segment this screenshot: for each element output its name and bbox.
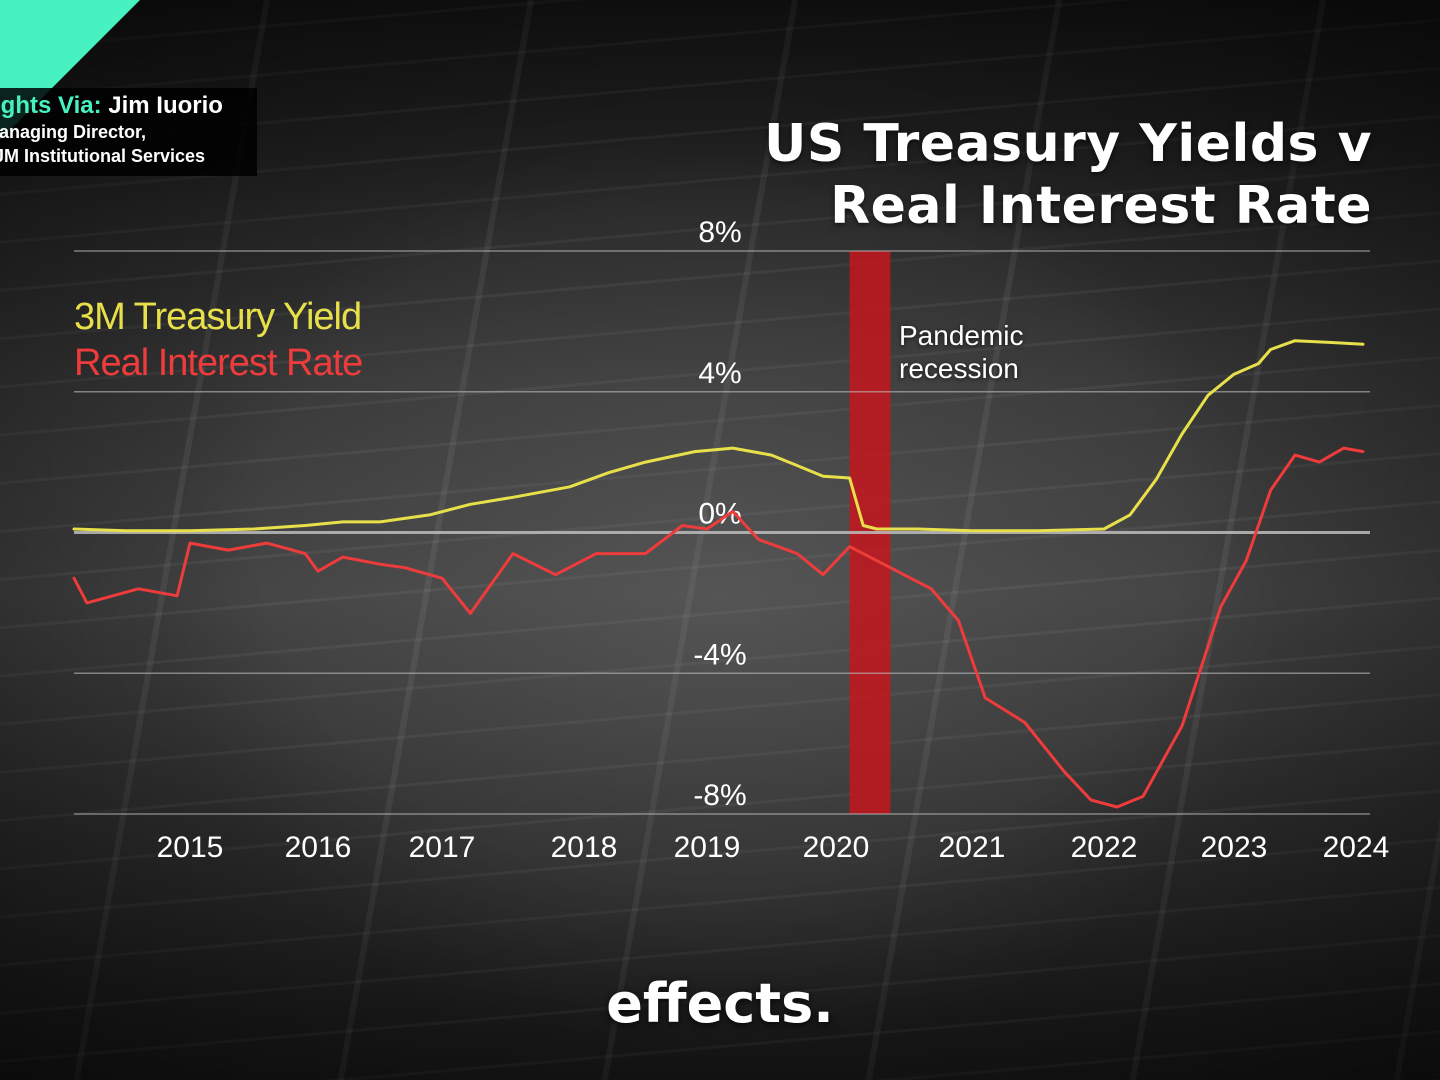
credit-line-1: ights Via: Jim Iuorio bbox=[0, 92, 223, 120]
chart-title-line-1: US Treasury Yields v bbox=[764, 114, 1372, 174]
x-tick-label: 2019 bbox=[674, 831, 741, 864]
credit-role: lanaging Director, bbox=[0, 122, 147, 142]
x-tick-label: 2021 bbox=[939, 831, 1006, 864]
credit-org: JM Institutional Services bbox=[0, 146, 206, 166]
chart-title-line-2: Real Interest Rate bbox=[830, 176, 1372, 236]
grid-lines bbox=[74, 250, 1370, 815]
credit-name: Jim Iuorio bbox=[108, 92, 223, 119]
x-tick-label: 2023 bbox=[1201, 831, 1268, 864]
x-tick-labels: 2015 2016 2017 2018 2019 2020 2021 2022 2023 2024 bbox=[157, 831, 1390, 864]
x-tick-label: 2022 bbox=[1071, 831, 1138, 864]
annotation-line-2: recession bbox=[899, 353, 1019, 384]
y-tick-label: 8% bbox=[698, 216, 741, 249]
x-tick-label: 2017 bbox=[409, 831, 476, 864]
legend-treasury-yield: 3M Treasury Yield bbox=[74, 296, 362, 338]
credit-lead: ights Via: bbox=[0, 92, 102, 119]
y-tick-labels: 8%4%0%-4%-8% bbox=[693, 216, 746, 812]
y-tick-label: -8% bbox=[693, 779, 746, 812]
annotation-line-1: Pandemic bbox=[899, 320, 1024, 351]
x-tick-label: 2015 bbox=[157, 831, 224, 864]
x-tick-label: 2020 bbox=[803, 831, 870, 864]
x-tick-label: 2016 bbox=[285, 831, 352, 864]
treasury-yield-line bbox=[72, 339, 1365, 533]
real-interest-rate-line bbox=[72, 446, 1365, 809]
y-tick-label: -4% bbox=[693, 638, 746, 671]
subtitle-caption: effects. bbox=[606, 972, 834, 1035]
x-tick-label: 2018 bbox=[551, 831, 618, 864]
x-tick-label: 2024 bbox=[1323, 831, 1390, 864]
y-tick-label: 4% bbox=[698, 357, 741, 390]
series-lines bbox=[72, 339, 1365, 809]
credit-box bbox=[0, 88, 257, 176]
legend-real-interest-rate: Real Interest Rate bbox=[74, 342, 363, 384]
